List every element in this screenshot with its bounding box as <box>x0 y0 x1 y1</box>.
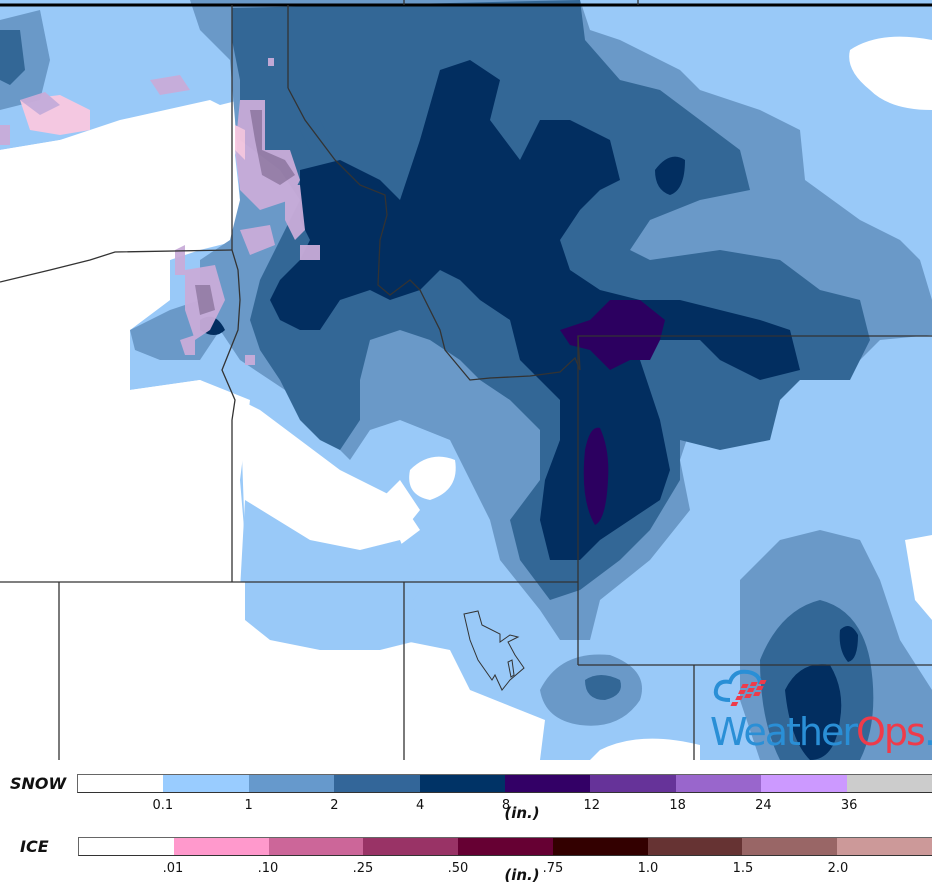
snow-segment <box>334 775 420 792</box>
lake-outline <box>463 610 525 691</box>
ice-mix-areas <box>0 58 320 365</box>
ice-segment <box>458 838 553 855</box>
accumulation-map: WeatherOps. <box>0 0 932 760</box>
ice-tick-label: .10 <box>257 861 279 876</box>
weatherops-logo: WeatherOps. <box>708 664 932 760</box>
legend: SNOW 0.1 1 2 4 8 12 18 24 36 (in.) ICE .01.10.25… <box>0 760 932 896</box>
snow-tick-label: 8 <box>501 798 511 813</box>
ice-segment <box>268 838 364 855</box>
snow-segment <box>419 775 506 792</box>
snow-tick-label: 0.1 <box>152 798 174 813</box>
logo-text-weather: Weather <box>710 710 858 754</box>
snow-tick-label: 18 <box>669 798 686 813</box>
snow-segment <box>590 775 676 792</box>
ice-segment <box>173 838 269 855</box>
logo-wordmark: WeatherOps. <box>710 712 932 752</box>
snow-tick-label: 12 <box>583 798 601 813</box>
snow-segment <box>761 775 847 792</box>
ice-tick-label: 1.5 <box>732 861 754 876</box>
ice-segment <box>363 838 459 855</box>
snow-tick-label: 2 <box>330 798 339 813</box>
logo-text-ops: Ops <box>856 710 926 754</box>
snow-segment <box>505 775 591 792</box>
snow-4-region <box>270 60 800 560</box>
ice-tick-label: .01 <box>162 861 184 876</box>
ice-color-scale <box>78 837 932 856</box>
ice-unit-label: (in.) <box>504 866 540 884</box>
ice-legend-title: ICE <box>20 837 49 856</box>
snow-segment <box>846 775 932 792</box>
snow-segment <box>163 775 249 792</box>
ice-tick-label: .75 <box>542 861 564 876</box>
cloud-logo-icon <box>713 669 767 706</box>
snow-tick-label: 36 <box>840 798 858 813</box>
snow-color-scale <box>77 774 932 793</box>
ice-tick-label: 1.0 <box>637 861 659 876</box>
snow-tick-label: 24 <box>755 798 772 813</box>
ice-segment <box>742 838 838 855</box>
ice-tick-label: .25 <box>352 861 374 876</box>
ice-tick-label: 2.0 <box>827 861 849 876</box>
snow-segment <box>78 775 164 792</box>
snow-tick-label: 1 <box>244 798 253 813</box>
snow-segment <box>675 775 762 792</box>
ice-segment <box>837 838 932 855</box>
ice-segment <box>79 838 174 855</box>
ice-segment <box>552 838 648 855</box>
snow-segment <box>248 775 335 792</box>
snow-8-region <box>560 300 665 370</box>
ice-segment <box>647 838 743 855</box>
logo-text-dot: . <box>924 710 932 754</box>
ice-tick-label: .50 <box>447 861 469 876</box>
state-borders <box>0 0 932 760</box>
map-contours <box>0 0 932 760</box>
snow-tick-label: 4 <box>416 798 425 813</box>
snow-unit-label: (in.) <box>504 804 540 822</box>
snow-legend-title: SNOW <box>10 774 67 793</box>
